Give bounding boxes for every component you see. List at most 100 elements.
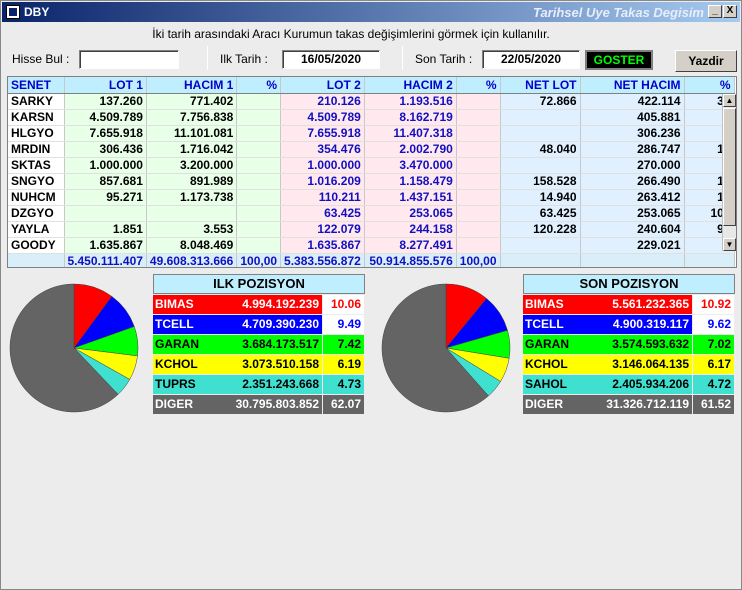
position-value: 2.351.243.668 [216, 375, 322, 394]
table-row[interactable]: HLGYO 7.655.918 11.101.081 7.655.918 11.407.… [8, 125, 735, 142]
column-header[interactable]: LOT 2 [280, 77, 365, 94]
position-row: BIMAS 5.561.232.365 10.92 [523, 295, 735, 314]
table-cell [456, 141, 501, 158]
son-tarih-field[interactable]: 22/05/2020 [482, 50, 580, 69]
column-header[interactable]: LOT 1 [64, 77, 147, 94]
table-cell: 100 [684, 205, 735, 222]
position-value: 3.574.593.632 [586, 335, 692, 354]
table-cell [684, 125, 735, 142]
table-cell: 11.101.081 [146, 125, 238, 142]
position-percent: 7.02 [693, 335, 734, 354]
total-cell [684, 253, 735, 267]
position-percent: 6.17 [693, 355, 734, 374]
position-name: TCELL [523, 315, 586, 334]
table-cell: 95.271 [64, 189, 147, 206]
total-cell [580, 253, 685, 267]
table-cell: 286.747 [580, 141, 685, 158]
position-value: 3.684.173.517 [216, 335, 322, 354]
table-row[interactable]: MRDIN 306.436 1.716.042 354.476 2.002.790 48.… [8, 141, 735, 158]
column-header[interactable]: % [236, 77, 282, 94]
table-cell: 63.425 [500, 205, 581, 222]
table-cell [236, 157, 282, 174]
table-cell: 240.604 [580, 221, 685, 238]
ilk-pozisyon-title: ILK POZISYON [153, 274, 365, 294]
table-row[interactable]: SKTAS 1.000.000 3.200.000 1.000.000 3.470.00… [8, 157, 735, 174]
column-header[interactable]: HACIM 1 [146, 77, 238, 94]
column-header[interactable]: SENET [8, 77, 65, 94]
data-grid[interactable]: SENET LOT 1 HACIM 1% LOT 2 HACIM 2% NET LOT NE… [7, 76, 737, 268]
window-title: DBY [24, 5, 50, 19]
position-percent: 9.49 [323, 315, 364, 334]
position-row: DIGER 30.795.803.852 62.07 [153, 395, 365, 414]
ilk-tarih-field[interactable]: 16/05/2020 [282, 50, 380, 69]
separator [402, 46, 403, 70]
position-name: BIMAS [153, 295, 216, 314]
position-percent: 61.52 [693, 395, 734, 414]
table-cell: 1.000.000 [280, 157, 365, 174]
table-row[interactable]: GOODY 1.635.867 8.048.469 1.635.867 8.277.49… [8, 237, 735, 254]
scroll-down-icon[interactable]: ▼ [723, 238, 736, 251]
table-row[interactable]: SARKY 137.260 771.402 210.126 1.193.516 72.86… [8, 93, 735, 110]
table-cell [500, 109, 581, 126]
position-name: TCELL [153, 315, 216, 334]
total-cell: 50.914.855.576 [364, 253, 457, 267]
table-cell: 210.126 [280, 93, 365, 110]
scroll-up-icon[interactable]: ▲ [723, 94, 736, 107]
position-row: KCHOL 3.146.064.135 6.17 [523, 355, 735, 374]
table-cell [64, 205, 147, 222]
yazdir-button[interactable]: Yazdir [675, 50, 737, 72]
position-percent: 6.19 [323, 355, 364, 374]
minimize-button[interactable]: _ [708, 5, 722, 18]
table-cell: GOODY [8, 237, 65, 254]
pie-slice-diger [9, 283, 119, 413]
table-cell [456, 173, 501, 190]
vertical-scrollbar[interactable]: ▲ ▼ [722, 94, 736, 251]
column-header[interactable]: % [684, 77, 735, 94]
table-cell: 2.002.790 [364, 141, 457, 158]
position-value: 30.795.803.852 [216, 395, 322, 414]
scroll-thumb[interactable] [723, 108, 736, 226]
column-header[interactable]: NET LOT [500, 77, 581, 94]
close-button[interactable]: X [723, 5, 737, 18]
table-cell: SNGYO [8, 173, 65, 190]
position-row: DIGER 31.326.712.119 61.52 [523, 395, 735, 414]
table-cell: 1.173.738 [146, 189, 238, 206]
table-row[interactable]: NUHCM 95.271 1.173.738 110.211 1.437.151 14.9… [8, 189, 735, 206]
column-header[interactable]: % [456, 77, 501, 94]
table-cell: 422.114 [580, 93, 685, 110]
table-cell: 3.200.000 [146, 157, 238, 174]
position-name: DIGER [153, 395, 216, 414]
position-value: 4.709.390.230 [216, 315, 322, 334]
title-bar[interactable]: DBY Tarihsel Uye Takas Degisim _ X [2, 2, 740, 22]
table-cell: 891.989 [146, 173, 238, 190]
table-cell: 306.236 [580, 125, 685, 142]
table-cell: 244.158 [364, 221, 457, 238]
table-cell [684, 157, 735, 174]
table-cell: YAYLA [8, 221, 65, 238]
total-cell [500, 253, 581, 267]
position-name: KCHOL [523, 355, 586, 374]
table-row[interactable]: KARSN 4.509.789 7.756.838 4.509.789 8.162.71… [8, 109, 735, 126]
table-cell [456, 109, 501, 126]
position-row: TCELL 4.900.319.117 9.62 [523, 315, 735, 334]
son-pozisyon-pie-chart [381, 283, 511, 413]
position-percent: 4.72 [693, 375, 734, 394]
title-left: DBY [2, 5, 49, 19]
table-cell: 1.158.479 [364, 173, 457, 190]
position-percent: 7.42 [323, 335, 364, 354]
total-cell: 5.450.111.407 [64, 253, 147, 267]
table-cell: MRDIN [8, 141, 65, 158]
table-row[interactable]: SNGYO 857.681 891.989 1.016.209 1.158.479 158… [8, 173, 735, 190]
table-cell: 48.040 [500, 141, 581, 158]
table-row[interactable]: YAYLA 1.851 3.553 122.079 244.158 120.228 240.… [8, 221, 735, 238]
table-cell: 4.509.789 [64, 109, 147, 126]
table-cell: 270.000 [580, 157, 685, 174]
table-row[interactable]: DZGYO 63.425 253.065 63.425 253.065 100 [8, 205, 735, 222]
goster-button[interactable]: GOSTER [585, 50, 653, 70]
table-cell: 14.940 [500, 189, 581, 206]
table-cell: 7.655.918 [64, 125, 147, 142]
column-header[interactable]: HACIM 2 [364, 77, 457, 94]
column-header[interactable]: NET HACIM [580, 77, 685, 94]
hisse-search-input[interactable] [79, 50, 179, 69]
